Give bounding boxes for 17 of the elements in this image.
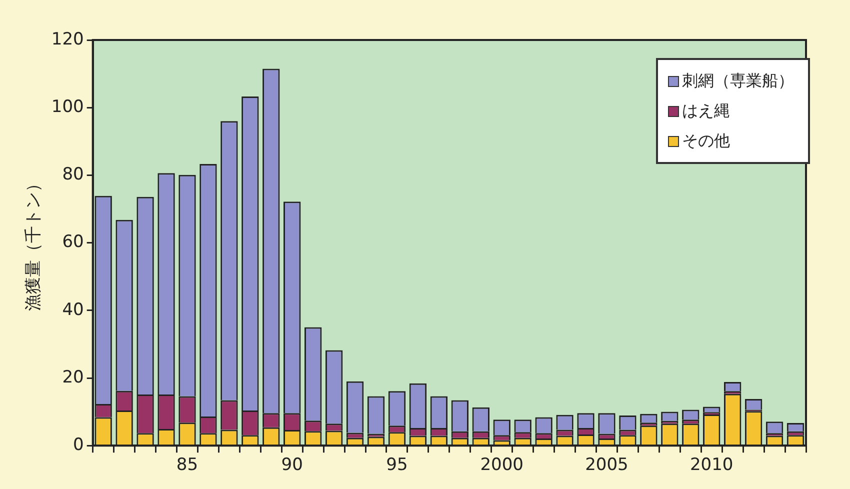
x-tick-label: 2000 [480,455,524,476]
y-tick-label: 120 [51,29,84,50]
y-tick-label: 80 [62,164,84,185]
y-tick-label: 60 [62,232,84,252]
x-tick-label: 85 [176,455,198,476]
legend-label: はえ縄 [682,100,730,122]
x-tick-label: 2005 [585,455,628,476]
y-tick-label: 40 [62,300,84,320]
y-axis-title: 漁獲量（千トン） [24,174,44,311]
x-tick-label: 2010 [690,455,734,476]
legend-label: その他 [682,130,730,152]
y-tick-label: 0 [73,435,84,456]
x-tick-label: 95 [386,455,408,476]
y-tick-label: 100 [51,97,84,118]
x-tick-label: 90 [281,455,303,476]
y-tick-label: 20 [62,367,84,388]
legend-label: 刺網（専業船） [682,70,794,92]
